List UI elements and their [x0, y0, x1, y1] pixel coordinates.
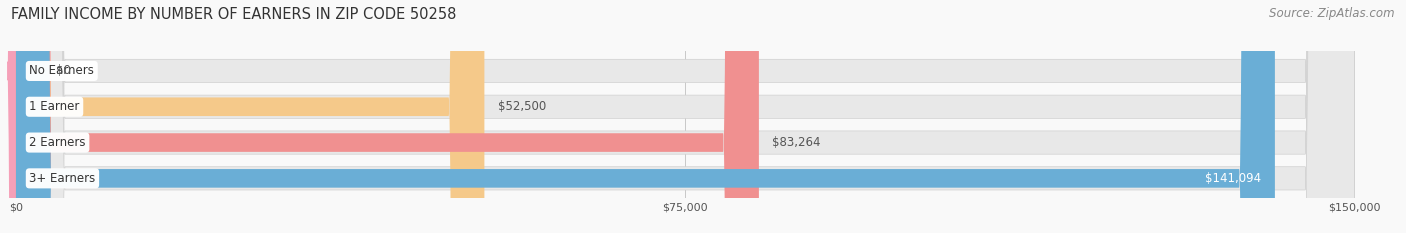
- Text: $83,264: $83,264: [772, 136, 821, 149]
- FancyBboxPatch shape: [15, 0, 759, 233]
- Text: $141,094: $141,094: [1205, 172, 1261, 185]
- FancyBboxPatch shape: [15, 0, 1275, 233]
- FancyBboxPatch shape: [15, 0, 485, 233]
- Text: $0: $0: [56, 65, 70, 77]
- Text: 1 Earner: 1 Earner: [30, 100, 80, 113]
- Text: No Earners: No Earners: [30, 65, 94, 77]
- Text: 2 Earners: 2 Earners: [30, 136, 86, 149]
- Text: Source: ZipAtlas.com: Source: ZipAtlas.com: [1270, 7, 1395, 20]
- Text: $52,500: $52,500: [498, 100, 546, 113]
- FancyBboxPatch shape: [15, 0, 1354, 233]
- Text: 3+ Earners: 3+ Earners: [30, 172, 96, 185]
- FancyBboxPatch shape: [15, 0, 1354, 233]
- FancyBboxPatch shape: [15, 0, 1354, 233]
- Text: FAMILY INCOME BY NUMBER OF EARNERS IN ZIP CODE 50258: FAMILY INCOME BY NUMBER OF EARNERS IN ZI…: [11, 7, 457, 22]
- FancyBboxPatch shape: [15, 0, 1354, 233]
- FancyBboxPatch shape: [7, 0, 52, 233]
